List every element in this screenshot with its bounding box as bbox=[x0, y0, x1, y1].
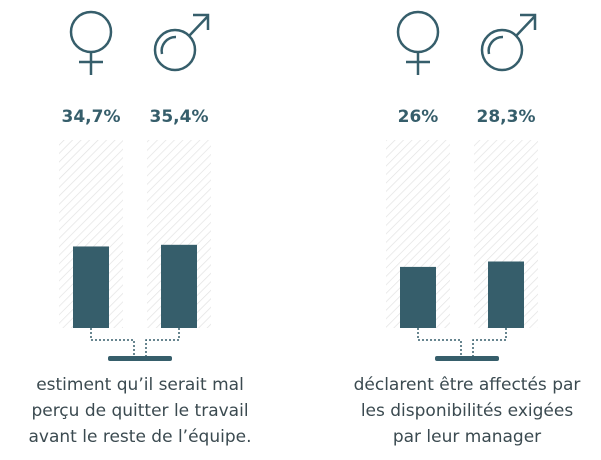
connector bbox=[90, 328, 180, 356]
value-label: 26% bbox=[398, 107, 439, 127]
caption: par leur manager bbox=[393, 427, 541, 447]
bar bbox=[161, 244, 197, 328]
caption: avant le reste de l’équipe. bbox=[29, 427, 252, 447]
bar bbox=[400, 266, 436, 328]
bar bbox=[73, 246, 109, 328]
value-label: 34,7% bbox=[62, 107, 121, 127]
caption: les disponibilités exigées bbox=[361, 401, 574, 421]
value-label: 35,4% bbox=[150, 107, 209, 127]
connector bbox=[417, 328, 507, 356]
male-icon bbox=[480, 13, 537, 72]
caption: perçu de quitter le travail bbox=[31, 401, 248, 421]
caption: estiment qu’il serait mal bbox=[36, 375, 244, 395]
icons bbox=[69, 10, 537, 75]
value-label: 28,3% bbox=[477, 107, 536, 127]
bar bbox=[488, 261, 524, 328]
male-icon bbox=[153, 13, 210, 72]
female-icon bbox=[69, 10, 113, 75]
caption: déclarent être affectés par bbox=[354, 375, 581, 395]
base-stand bbox=[435, 356, 499, 361]
base-stand bbox=[108, 356, 172, 361]
female-icon bbox=[396, 10, 440, 75]
